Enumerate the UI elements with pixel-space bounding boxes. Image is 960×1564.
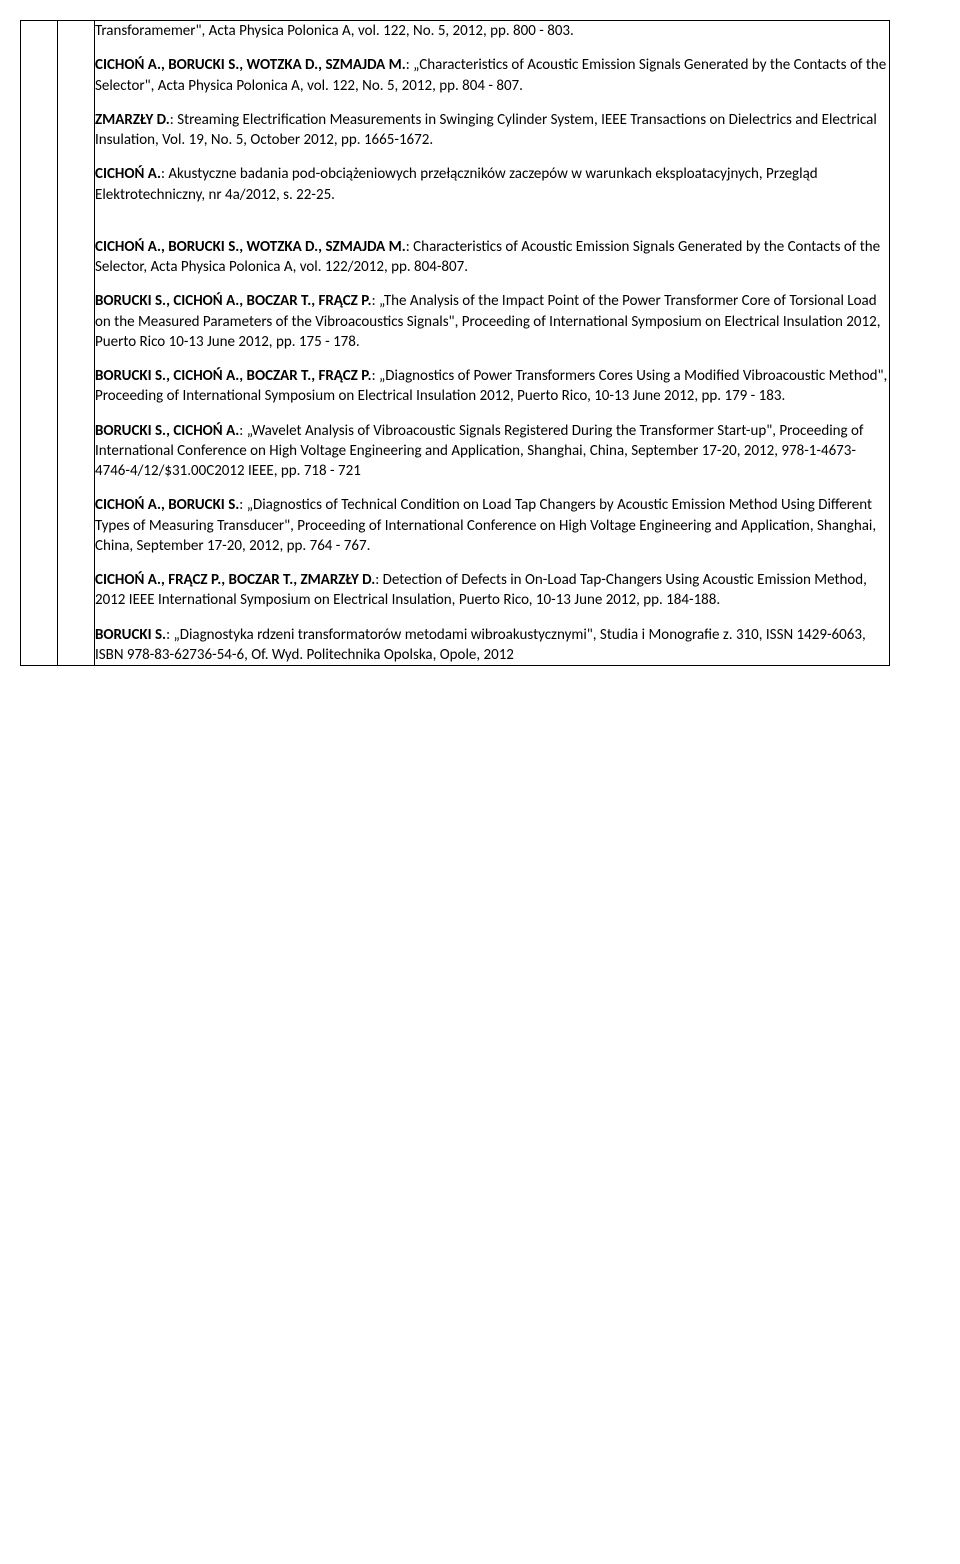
col-2 — [58, 21, 95, 666]
reference-authors: CICHOŃ A., BORUCKI S., WOTZKA D., SZMAJD… — [95, 56, 406, 74]
reference-tail: : Streaming Electrification Measurements… — [95, 111, 877, 149]
reference-entry: CICHOŃ A., BORUCKI S.: „Diagnostics of T… — [95, 495, 889, 556]
reference-authors: ZMARZŁY D. — [95, 111, 170, 129]
spacer — [95, 219, 889, 237]
reference-authors: BORUCKI S., CICHOŃ A. — [95, 422, 239, 440]
reference-entry: ZMARZŁY D.: Streaming Electrification Me… — [95, 110, 889, 151]
reference-entry: CICHOŃ A., FRĄCZ P., BOCZAR T., ZMARZŁY … — [95, 570, 889, 611]
reference-authors: BORUCKI S. — [95, 626, 166, 644]
reference-authors: BORUCKI S., CICHOŃ A., BOCZAR T., FRĄCZ … — [95, 292, 372, 310]
reference-entry: CICHOŃ A.: Akustyczne badania pod-obciąż… — [95, 164, 889, 205]
reference-entry: BORUCKI S., CICHOŃ A., BOCZAR T., FRĄCZ … — [95, 366, 889, 407]
reference-authors: CICHOŃ A., FRĄCZ P., BOCZAR T., ZMARZŁY … — [95, 571, 375, 589]
reference-entry: BORUCKI S.: „Diagnostyka rdzeni transfor… — [95, 625, 889, 666]
col-1 — [21, 21, 58, 666]
reference-entry: BORUCKI S., CICHOŃ A., BOCZAR T., FRĄCZ … — [95, 291, 889, 352]
reference-entry: BORUCKI S., CICHOŃ A.: „Wavelet Analysis… — [95, 421, 889, 482]
reference-entry: CICHOŃ A., BORUCKI S., WOTZKA D., SZMAJD… — [95, 237, 889, 278]
reference-authors: BORUCKI S., CICHOŃ A., BOCZAR T., FRĄCZ … — [95, 367, 372, 385]
reference-authors: CICHOŃ A., BORUCKI S. — [95, 496, 239, 514]
page: Transforamemer", Acta Physica Polonica A… — [0, 0, 960, 696]
reference-tail: : Akustyczne badania pod-obciążeniowych … — [95, 165, 818, 203]
reference-authors: CICHOŃ A. — [95, 165, 161, 183]
reference-entry: CICHOŃ A., BORUCKI S., WOTZKA D., SZMAJD… — [95, 55, 889, 96]
reference-entry: Transforamemer", Acta Physica Polonica A… — [95, 21, 889, 41]
reference-table: Transforamemer", Acta Physica Polonica A… — [20, 20, 890, 666]
reference-tail: Transforamemer", Acta Physica Polonica A… — [95, 22, 574, 40]
references-cell: Transforamemer", Acta Physica Polonica A… — [95, 21, 890, 666]
reference-authors: CICHOŃ A., BORUCKI S., WOTZKA D., SZMAJD… — [95, 238, 406, 256]
reference-tail: : „Diagnostyka rdzeni transformatorów me… — [95, 626, 866, 664]
